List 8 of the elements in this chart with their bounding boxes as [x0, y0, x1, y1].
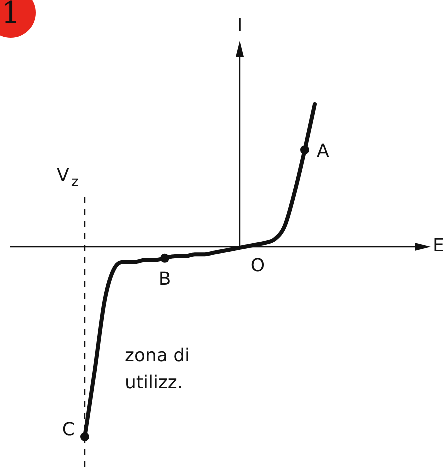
- annotation: B: [158, 269, 172, 290]
- annotation: A: [317, 140, 330, 162]
- y-axis-title: I: [237, 16, 243, 37]
- annotation: O: [250, 256, 266, 277]
- annotation: zona di utilizz.: [125, 346, 190, 394]
- text: 1: [0, 0, 36, 38]
- text: E: [433, 236, 444, 257]
- text: C: [62, 420, 75, 441]
